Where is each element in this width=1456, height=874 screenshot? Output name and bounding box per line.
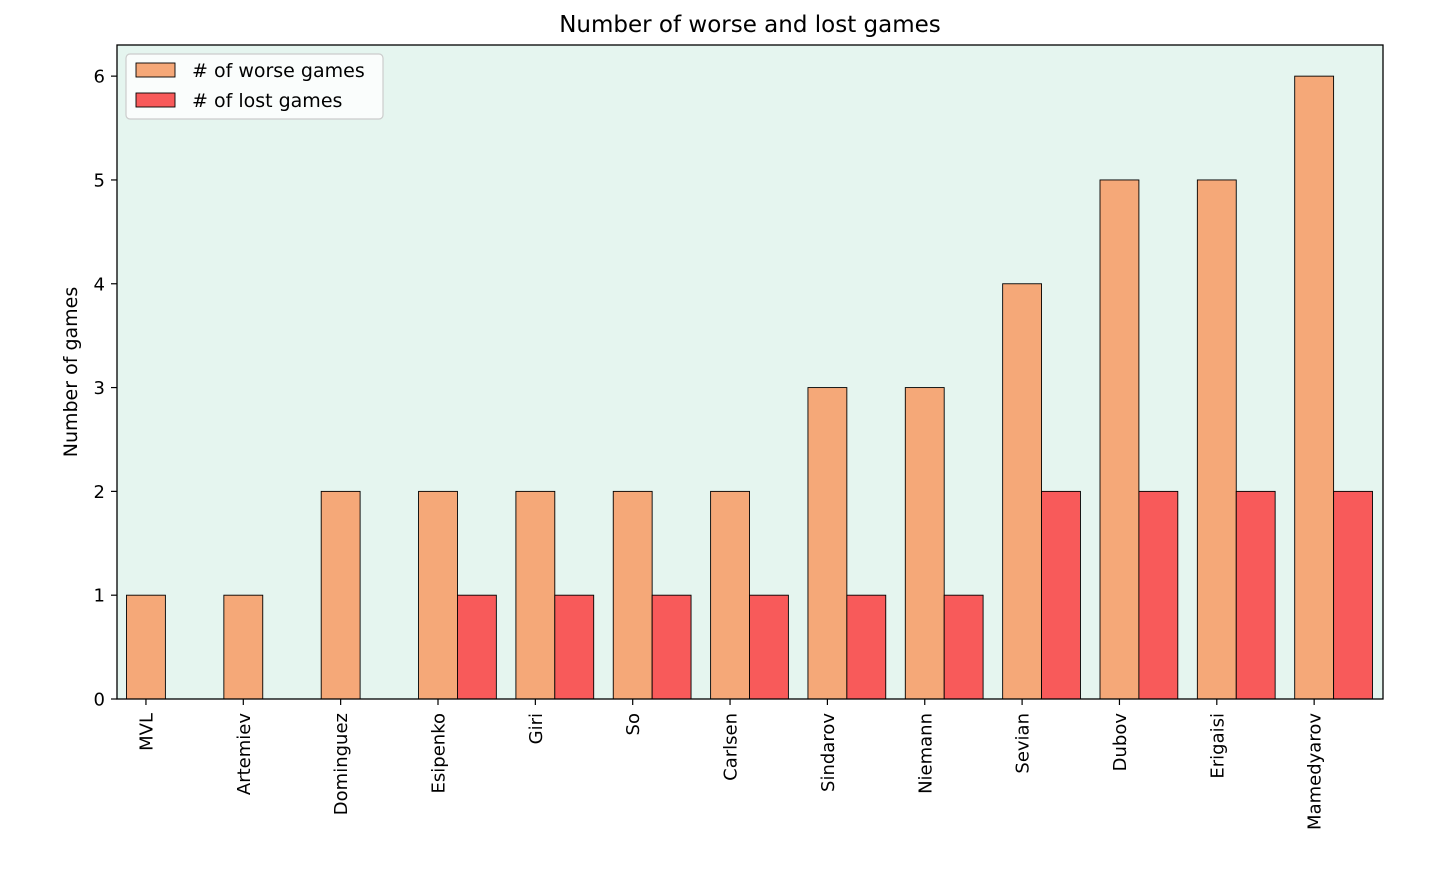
x-tick-label-giri: Giri [526,713,547,744]
bars-group [126,75,1373,700]
x-tick-label-sevian: Sevian [1013,713,1034,774]
y-tick-label: 5 [94,170,105,191]
bar-worse-erigaisi [1196,179,1237,700]
x-tick-label-mamedyarov: Mamedyarov [1305,713,1326,830]
legend: # of worse games # of lost games [125,53,384,120]
bar-lost-erigaisi [1235,490,1276,700]
y-tick-label: 0 [94,690,105,711]
bar-lost-carlsen [749,594,789,700]
legend-label-worse: # of worse games [192,60,365,82]
x-tick-label-esipenko: Esipenko [429,713,450,793]
x-tick-label-mvl: MVL [136,713,157,751]
x-axis: MVL Artemiev Dominguez Esipenko Giri So Carlse… [136,699,1326,830]
y-tick-label: 3 [94,378,105,399]
bar-worse-artemiev [223,594,264,700]
bar-worse-dubov [1099,179,1140,700]
legend-box [125,53,384,120]
x-tick-label-carlsen: Carlsen [721,713,742,781]
x-tick-label-dominguez: Dominguez [331,713,352,815]
bar-worse-mamedyarov [1294,75,1335,700]
bar-worse-niemann [904,387,945,700]
bar-lost-dubov [1138,490,1179,700]
bar-worse-carlsen [710,490,750,700]
bar-lost-sindarov [846,594,887,700]
x-tick-label-so: So [623,713,644,735]
bar-worse-giri [515,490,556,700]
y-axis-label: Number of games [60,287,82,458]
plot-frame [116,44,1384,700]
y-tick-label: 6 [94,67,105,88]
bar-lost-sevian [1041,490,1081,700]
y-tick-label: 2 [94,482,105,503]
bar-lost-mamedyarov [1333,490,1373,700]
x-tick-label-niemann: Niemann [915,713,936,794]
bar-lost-esipenko [457,594,497,700]
bar-lost-so [651,594,692,700]
bar-lost-giri [554,594,595,700]
bar-lost-niemann [943,594,984,700]
bar-worse-sindarov [807,387,848,700]
x-tick-label-sindarov: Sindarov [818,713,839,792]
bar-worse-dominguez [320,490,361,700]
legend-label-lost: # of lost games [192,90,342,112]
x-tick-label-dubov: Dubov [1110,713,1131,772]
x-tick-label-erigaisi: Erigaisi [1207,713,1228,779]
chart-title: Number of worse and lost games [559,12,941,38]
legend-swatch-lost [135,92,176,108]
y-axis: 0 1 2 3 4 5 6 [94,67,117,711]
bar-worse-sevian [1002,283,1043,700]
bar-worse-so [612,490,653,700]
y-tick-label: 1 [94,586,105,607]
bar-worse-mvl [126,594,166,700]
bar-worse-esipenko [418,490,458,700]
legend-swatch-worse [135,62,176,78]
y-tick-label: 4 [94,274,105,295]
x-tick-label-artemiev: Artemiev [234,713,255,795]
